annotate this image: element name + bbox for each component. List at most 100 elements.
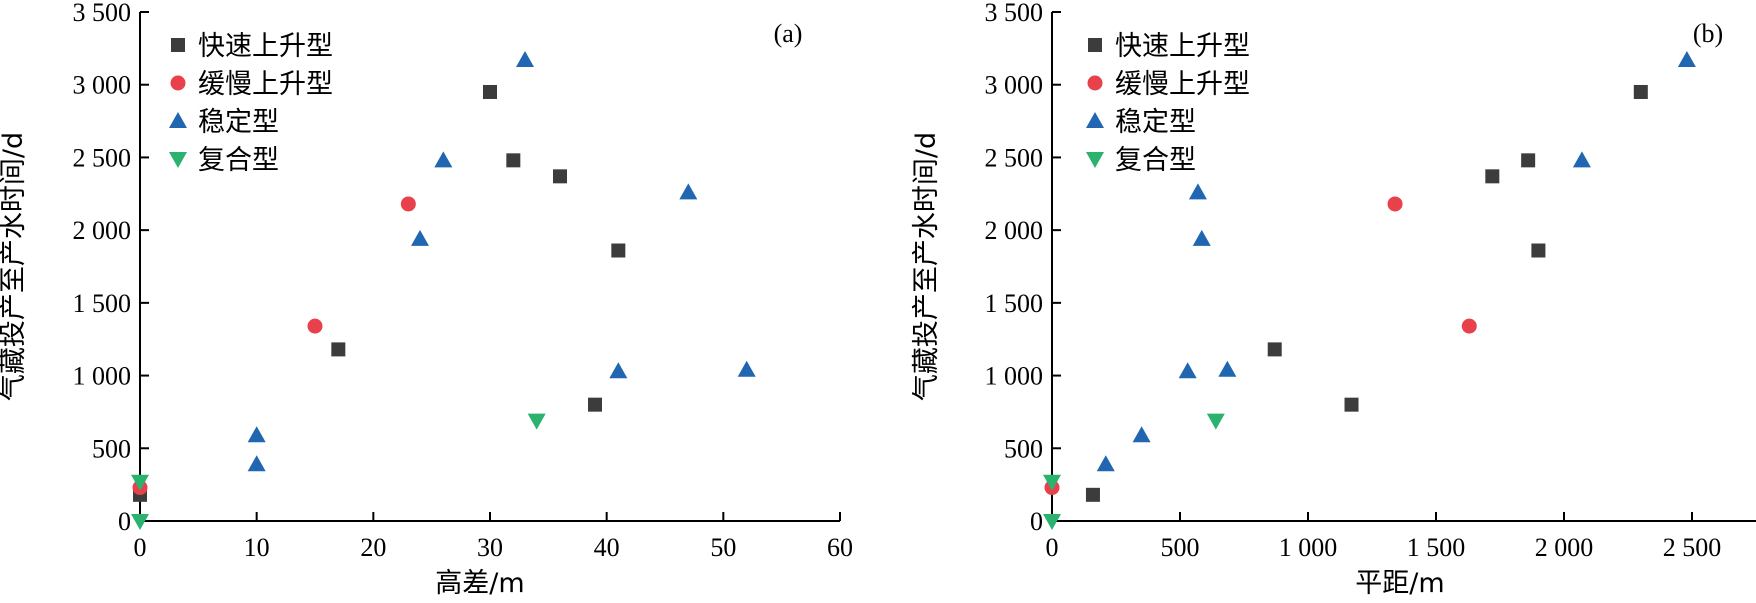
y-tick-label: 500 (92, 434, 131, 463)
legend-marker (1086, 152, 1104, 168)
data-point (400, 196, 416, 212)
legend-label: 稳定型 (1115, 107, 1196, 138)
series-3 (247, 50, 756, 472)
data-point (1218, 360, 1237, 377)
data-point (737, 360, 756, 377)
y-tick-label: 3 500 (985, 0, 1044, 27)
panel-label: (a) (774, 19, 803, 48)
legend-label: 缓慢上升型 (1115, 69, 1250, 100)
data-point (1178, 362, 1197, 379)
x-tick-label: 2 500 (1663, 533, 1722, 562)
y-tick-label: 2 500 (985, 143, 1044, 172)
legend-marker (169, 152, 187, 168)
x-tick-label: 1 000 (1279, 533, 1338, 562)
series-2 (132, 196, 416, 496)
data-point (527, 413, 546, 430)
data-point (1188, 183, 1207, 200)
y-tick-label: 3 000 (73, 71, 132, 100)
x-tick-label: 0 (134, 533, 147, 562)
chart-panel-a: 0 500 1 000 1 500 2 000 2 500 3 000 3 500 0 10 20 3… (0, 0, 853, 599)
y-tick-label: 3 500 (73, 0, 132, 27)
data-point (1485, 169, 1500, 184)
data-point (1192, 229, 1211, 246)
data-point (1531, 243, 1546, 258)
x-tick-label: 2 000 (1535, 533, 1594, 562)
data-point (609, 362, 628, 379)
data-point (588, 397, 602, 412)
series-1 (1085, 84, 1648, 502)
y-tick-label: 0 (118, 507, 131, 536)
panel-label: (b) (1693, 19, 1723, 48)
data-point (1344, 397, 1359, 412)
data-point (1206, 413, 1225, 430)
y-tick-label: 1 000 (985, 362, 1044, 391)
x-axis-title: 高差/m (435, 568, 524, 599)
x-tick-label: 10 (244, 533, 270, 562)
y-tick-label: 2 000 (73, 216, 132, 245)
x-tick-label: 500 (1161, 533, 1200, 562)
x-tick-label: 30 (477, 533, 503, 562)
data-point (411, 229, 429, 246)
x-tick-label: 40 (594, 533, 620, 562)
x-tick-label: 20 (360, 533, 386, 562)
y-tick-label: 2 000 (985, 216, 1044, 245)
data-point (611, 243, 626, 258)
data-point (1387, 196, 1403, 212)
x-tick-label: 0 (1046, 533, 1059, 562)
data-point (331, 342, 346, 357)
legend-marker (1088, 38, 1102, 52)
legend-marker (170, 75, 186, 91)
legend-marker (171, 38, 185, 52)
data-point (1633, 84, 1648, 99)
data-point (1085, 487, 1100, 502)
data-point (307, 318, 323, 334)
legend-label: 稳定型 (198, 107, 279, 138)
legend-marker (169, 112, 187, 128)
data-point (131, 474, 149, 491)
y-axis-title: 气藏投产至产水时间/d (911, 132, 942, 401)
y-tick-label: 1 500 (73, 289, 132, 318)
series-4 (1043, 413, 1225, 530)
y-tick-label: 1 500 (985, 289, 1044, 318)
data-point (1521, 153, 1536, 168)
data-point (516, 50, 534, 67)
legend-label: 复合型 (198, 145, 279, 176)
y-tick-label: 1 000 (73, 362, 132, 391)
legend-label: 快速上升型 (1115, 31, 1250, 62)
data-point (434, 151, 453, 168)
chart-panel-b: 0 500 1 000 1 500 2 000 2 500 3 000 3 500 0 500 1 … (911, 0, 1756, 599)
legend-marker (1086, 112, 1104, 128)
series-3 (1096, 50, 1696, 472)
data-point (1267, 342, 1282, 357)
series-2 (1044, 196, 1477, 496)
data-point (1043, 514, 1061, 530)
data-point (1677, 50, 1696, 67)
legend-label: 缓慢上升型 (198, 69, 333, 100)
data-point (247, 426, 266, 443)
data-point (1043, 474, 1061, 491)
data-point (1461, 318, 1477, 334)
y-tick-label: 3 000 (985, 71, 1044, 100)
data-point (1096, 455, 1115, 472)
data-point (247, 455, 266, 472)
data-point (1132, 426, 1151, 443)
legend-label: 快速上升型 (198, 31, 333, 62)
legend-label: 复合型 (1115, 145, 1196, 176)
data-point (506, 153, 521, 168)
series-4 (131, 413, 546, 530)
y-axis-title: 气藏投产至产水时间/d (0, 132, 29, 401)
data-point (1572, 151, 1591, 168)
y-tick-label: 2 500 (73, 143, 132, 172)
data-point (553, 169, 567, 184)
x-axis-title: 平距/m (1355, 568, 1444, 599)
data-point (679, 183, 698, 200)
y-tick-label: 500 (1004, 434, 1043, 463)
y-tick-label: 0 (1030, 507, 1043, 536)
x-tick-label: 60 (827, 533, 853, 562)
x-tick-label: 50 (710, 533, 736, 562)
data-point (131, 514, 149, 530)
legend-marker (1087, 75, 1103, 91)
